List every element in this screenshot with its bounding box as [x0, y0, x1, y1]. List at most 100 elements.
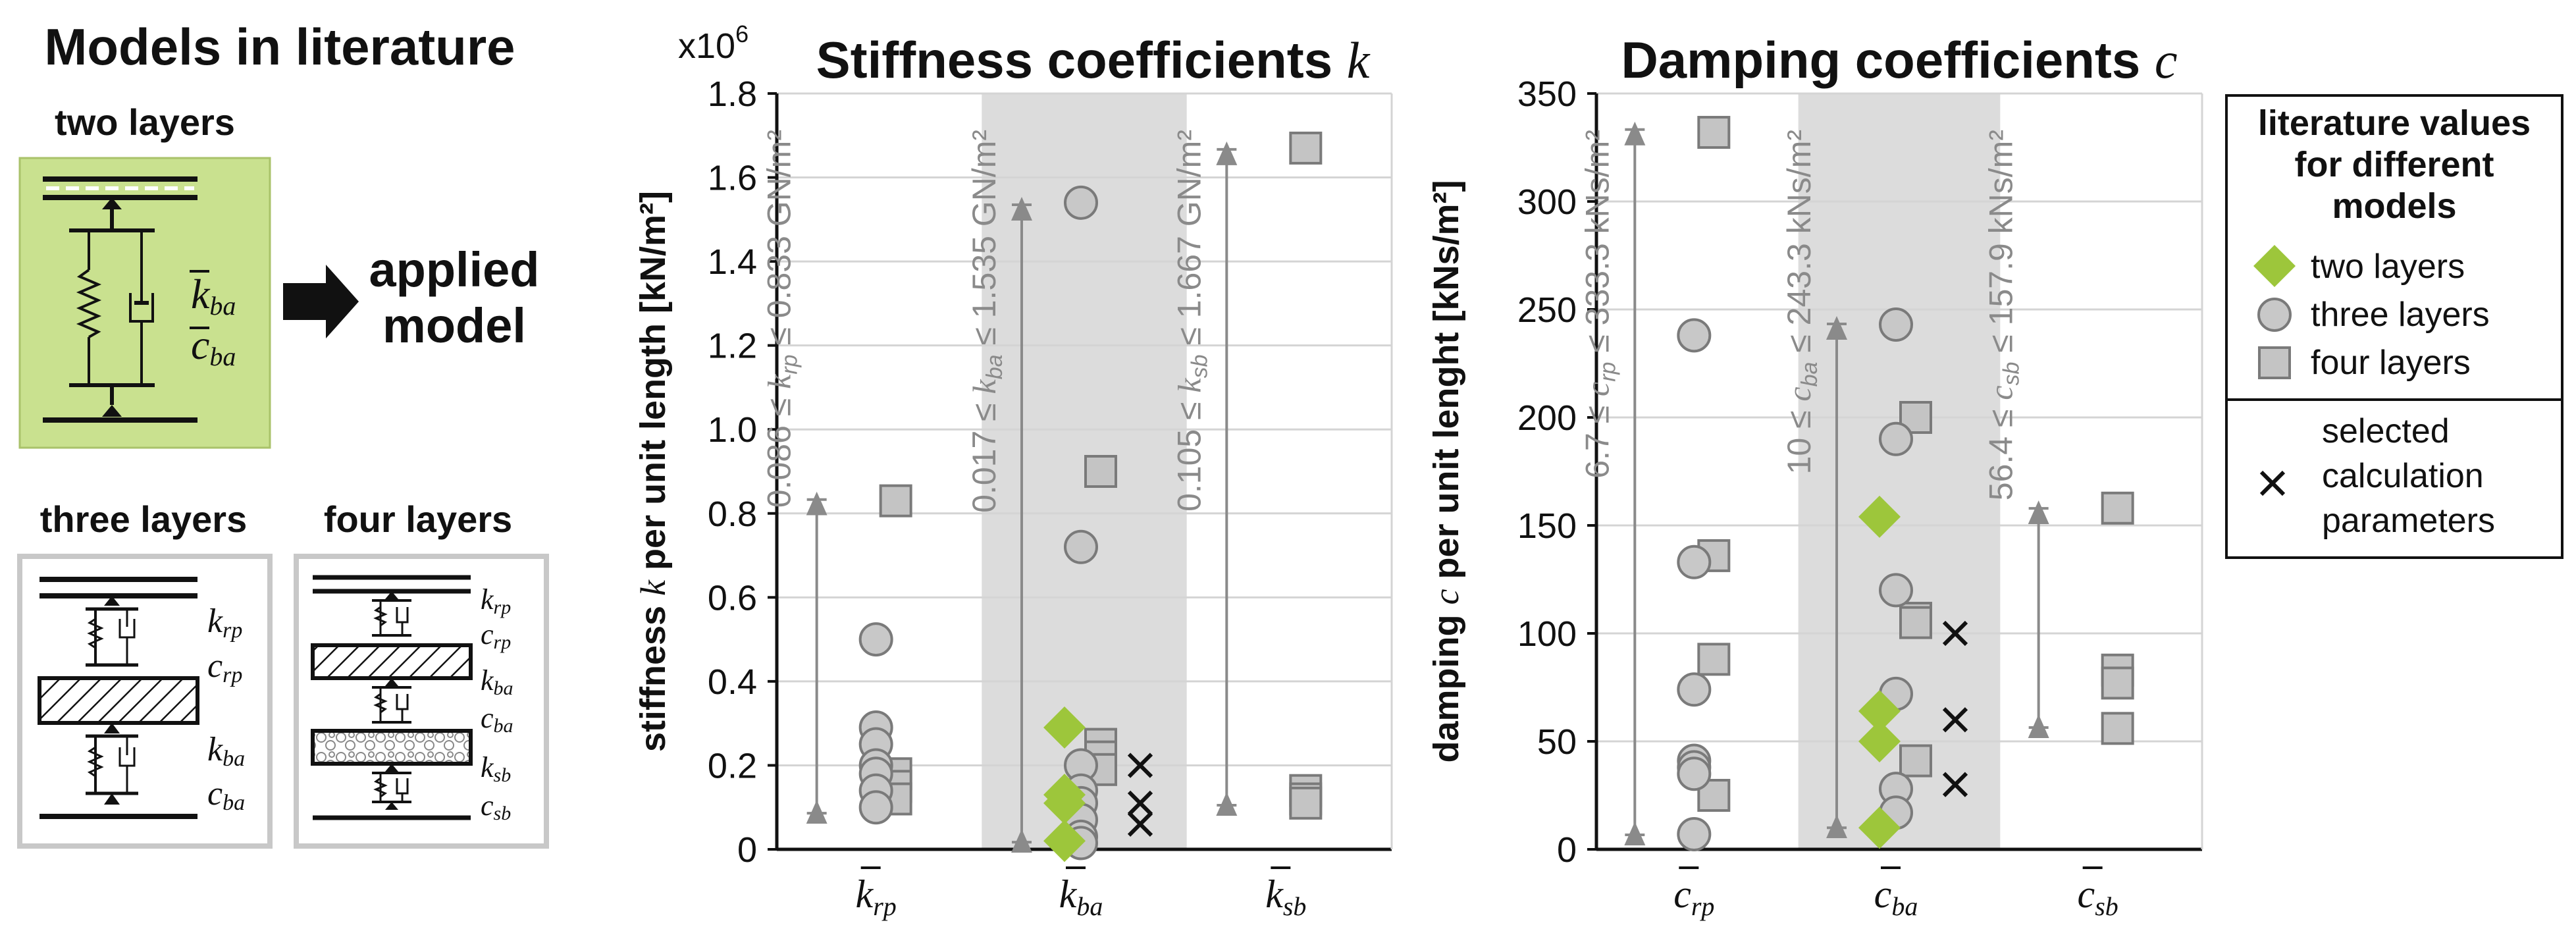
y-tick-label: 50: [1537, 722, 1577, 762]
four-layers-point: [1899, 606, 1932, 639]
legend-selected-line3: parameters: [2322, 502, 2495, 540]
y-axis-label: damping c per unit lenght [kNs/m²]: [1427, 180, 1466, 763]
legend: literature values for different models t…: [2225, 94, 2563, 559]
legend-selected-line1: selected: [2322, 412, 2450, 450]
y-tick-label: 0: [737, 830, 757, 870]
four-k-rp-symbol: krp: [481, 583, 511, 618]
range-label: 10 ≤ cba ≤ 243.3 kNs/m²: [1781, 130, 1822, 474]
selected-parameter-point: [1942, 707, 1968, 733]
three-k-ba-symbol: kba: [207, 731, 245, 771]
category-label: csb: [2078, 872, 2118, 921]
y-tick-label: 350: [1517, 74, 1577, 114]
three-layers-point: [858, 790, 893, 825]
selected-parameter-point: [1127, 790, 1153, 816]
three-layers-point: [1064, 185, 1098, 220]
selected-parameter-point: [1127, 753, 1153, 778]
four-layers-point: [1697, 116, 1731, 149]
selected-parameter-point: [1942, 772, 1968, 797]
four-c-rp-symbol: crp: [481, 618, 511, 653]
three-layers-label: three layers: [40, 498, 247, 540]
models-panel: Models in literature two layers kba cba: [17, 18, 549, 849]
four-layers-label: four layers: [324, 498, 512, 540]
y-tick-label: 1.8: [708, 74, 757, 114]
legend-two-layers: two layers: [2311, 248, 2465, 286]
legend-three-layers-marker: [2257, 298, 2292, 332]
y-axis-label: stiffness k per unit length [kN/m²]: [633, 191, 673, 752]
category-label: cba: [1874, 872, 1918, 921]
legend-two-layers-marker: [2253, 245, 2296, 287]
y-tick-label: 1.0: [708, 410, 757, 450]
range-label: 56.4 ≤ csb ≤ 157.9 kNs/m²: [1983, 130, 2024, 500]
legend-three-layers: three layers: [2311, 296, 2490, 334]
two-layers-point: [1043, 782, 1086, 824]
three-layers-point: [1677, 817, 1712, 852]
three-k-rp-symbol: krp: [207, 602, 242, 643]
y-tick-label: 0.8: [708, 494, 757, 534]
two-layers-point: [1858, 720, 1901, 762]
four-layers-point: [879, 484, 912, 518]
three-layers-point: [1677, 672, 1712, 707]
category-label: crp: [1673, 872, 1714, 921]
two-layers-point: [1858, 690, 1901, 733]
four-layers-point: [1084, 455, 1117, 488]
applied-model-label-line2: model: [382, 298, 526, 353]
four-layers-point: [2101, 666, 2134, 700]
k-ba-symbol: kba: [191, 271, 236, 321]
three-layers-point: [1064, 529, 1098, 564]
three-layers-point: [858, 622, 893, 657]
models-title: Models in literature: [44, 18, 515, 76]
four-layers-point: [1289, 786, 1323, 820]
two-layer-model-diagram: kba cba: [18, 157, 271, 449]
shaded-band: [1798, 93, 2001, 849]
legend-selected-frame: [2225, 398, 2563, 559]
chart-title: Damping coefficients c: [1621, 31, 2177, 89]
y-tick-label: 0.4: [708, 662, 757, 702]
y-tick-label: 0.6: [708, 578, 757, 618]
category-label: kba: [1059, 872, 1103, 921]
y-tick-label: 0: [1557, 830, 1577, 870]
axis-multiplier: x106: [678, 20, 749, 66]
range-label: 0.086 ≤ krp ≤ 0.833 GN/m²: [761, 130, 802, 508]
chart-title: Stiffness coefficients k: [816, 31, 1371, 89]
four-c-sb-symbol: csb: [481, 789, 511, 824]
four-layers-point: [2101, 491, 2134, 525]
two-layers-point: [1858, 807, 1901, 849]
y-tick-label: 250: [1517, 290, 1577, 330]
legend-title-line1: literature values: [2258, 103, 2531, 143]
three-layer-model-diagram: krp crp kba cba: [17, 554, 273, 849]
four-layers-point: [1697, 643, 1731, 676]
selected-parameter-point: [1127, 811, 1153, 837]
y-tick-label: 150: [1517, 506, 1577, 546]
four-c-ba-symbol: cba: [481, 702, 513, 737]
four-layers-point: [2101, 712, 2134, 745]
four-k-ba-symbol: kba: [481, 664, 513, 699]
legend-title-line2: for different: [2295, 145, 2494, 184]
damping-chart: 0 50 100 150 200 250 300 350 Damping coefficient…: [1427, 31, 2203, 921]
three-layers-point: [1677, 318, 1712, 353]
stiffness-chart: 0 0.2 0.4 0.6 0.8 1.0 1.2 1.4 1.6 1.8 Stiffness co…: [633, 20, 1393, 921]
selected-parameter-point: [1942, 620, 1968, 647]
legend-selected-marker: [2259, 470, 2286, 496]
legend-selected-line2: calculation: [2322, 457, 2484, 495]
three-layers-point: [1677, 544, 1712, 579]
applied-model-arrow-icon: [283, 265, 359, 338]
range-label: 6.7 ≤ crp ≤ 333.3 kNs/m²: [1579, 130, 1620, 479]
category-label: krp: [856, 872, 897, 921]
y-tick-label: 1.2: [708, 327, 757, 366]
three-c-rp-symbol: crp: [207, 647, 242, 687]
legend-four-layers: four layers: [2311, 344, 2471, 382]
legend-markers: [2253, 245, 2296, 496]
two-layers-point: [1043, 706, 1086, 749]
four-layer-model-diagram: krp crp kba cba ksb csb: [294, 554, 549, 849]
two-layers-point: [1043, 820, 1086, 863]
range-label: 0.105 ≤ ksb ≤ 1.667 GN/m²: [1170, 130, 1212, 512]
applied-model-label-line1: applied: [369, 242, 539, 297]
two-layers-label: two layers: [55, 101, 235, 143]
legend-four-layers-marker: [2258, 346, 2291, 379]
y-tick-label: 0.2: [708, 746, 757, 785]
y-tick-label: 100: [1517, 614, 1577, 654]
range-label: 0.017 ≤ kba ≤ 1.535 GN/m²: [966, 130, 1007, 513]
three-c-ba-symbol: cba: [207, 775, 245, 815]
three-layers-point: [1879, 307, 1913, 342]
